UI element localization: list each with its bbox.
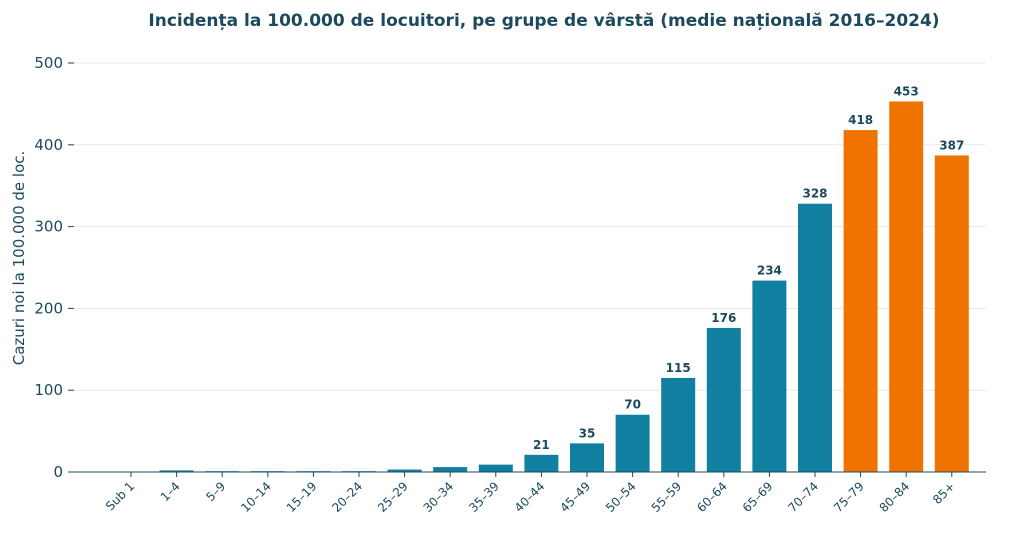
bars [114,101,969,473]
data-label: 234 [757,264,782,278]
x-tick-label: 25–29 [375,479,411,515]
x-tick-label: 1–4 [158,479,183,504]
x-tick-label: 5–9 [203,479,228,504]
x-tick-label: 45–49 [557,479,593,515]
y-tick-label: 500 [34,54,63,72]
x-tick-label: 80–84 [877,479,913,515]
bar [159,470,194,472]
x-tick-label: 50–54 [603,479,639,515]
y-axis-ticks: 0 100 200 300 400 500 [34,54,74,481]
data-label: 35 [579,426,596,440]
x-tick-label: 60–64 [694,479,730,515]
data-label: 418 [848,113,873,127]
y-tick-label: 0 [53,463,63,481]
x-tick-label: 65–69 [740,479,776,515]
x-tick-label: 75–79 [831,479,867,515]
data-label: 328 [802,187,827,201]
x-tick-label: 35–39 [466,479,502,515]
data-label: 21 [533,438,550,452]
bar [752,280,787,472]
bar [798,203,832,473]
bar [843,130,878,473]
y-tick-label: 100 [34,381,63,399]
x-tick-label: 40–44 [512,479,548,515]
y-tick-label: 400 [34,136,63,154]
x-tick-label: 20–24 [329,479,365,515]
y-tick-label: 200 [34,299,63,317]
x-tick-label: Sub 1 [103,479,137,513]
data-label: 453 [894,84,919,98]
x-axis-ticks: Sub 1 1–4 5–9 10–14 15–19 20–24 25–29 30–34 35–3… [103,472,958,515]
y-axis-label: Cazuri noi la 100.000 de loc. [10,151,28,366]
data-label: 70 [624,398,641,412]
x-tick-label: 15–19 [284,479,320,515]
bar [570,443,604,472]
bar [615,414,650,472]
y-tick-label: 300 [34,218,63,236]
x-tick-label: 30–34 [421,479,457,515]
chart-title: Incidența la 100.000 de locuitori, pe gr… [148,11,939,31]
data-label: 115 [666,361,691,375]
bar [706,328,741,472]
bar [524,454,559,472]
bar [889,101,924,473]
bar [478,464,513,472]
x-tick-label: 55–59 [649,479,685,515]
gridlines [74,62,986,391]
data-label: 387 [939,138,964,152]
x-tick-label: 85+ [930,479,958,507]
bar [661,377,696,472]
bar [433,467,468,472]
data-labels: 21 35 70 115 176 234 328 418 453 387 [533,84,964,451]
bar [387,469,422,472]
x-tick-label: 10–14 [238,479,274,515]
data-label: 176 [711,311,736,325]
x-tick-label: 70–74 [785,479,821,515]
bar [934,155,969,472]
